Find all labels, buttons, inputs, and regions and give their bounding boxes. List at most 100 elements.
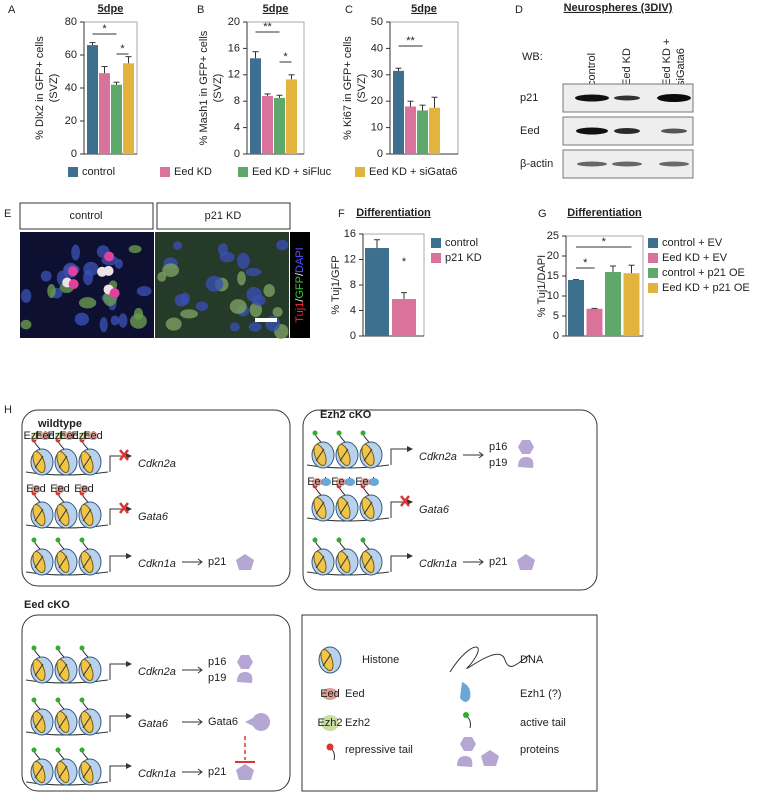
eed-icon [322, 688, 338, 700]
tail-mark [360, 537, 366, 543]
significance-label: * [602, 236, 607, 248]
histone-line [315, 448, 325, 462]
dna-icon [449, 646, 531, 673]
legend-label: DNA [520, 654, 544, 666]
bead-label: Eed [331, 476, 351, 488]
significance-label: * [102, 23, 107, 35]
protein [481, 750, 499, 766]
cell [218, 243, 229, 256]
tail-mark [31, 537, 37, 543]
promoter-arrow [109, 663, 126, 680]
y-tick-label: 8 [350, 279, 356, 291]
bar [417, 110, 428, 154]
histone-line [363, 448, 373, 462]
protein [237, 672, 253, 683]
image-label: p21 KD [205, 210, 242, 222]
y-tick-label: 12 [228, 69, 240, 81]
legend-label: Ezh1 (?) [520, 688, 562, 700]
cell [162, 263, 180, 278]
bar [605, 272, 621, 336]
blot-row-label: Eed [520, 125, 540, 137]
protein [237, 655, 253, 669]
legend-swatch [355, 167, 365, 177]
complex-bead [55, 432, 65, 440]
complex-bead [345, 478, 355, 486]
bar [623, 273, 640, 336]
legend-label: repressive tail [345, 744, 413, 756]
legend-label: Eed KD [174, 166, 212, 178]
bar [392, 299, 416, 336]
tail-mark [336, 537, 342, 543]
gene-label: Cdkn2a [419, 451, 457, 463]
protein-label: p19 [489, 457, 507, 469]
complex-bead [40, 432, 50, 440]
tail-mark [336, 430, 342, 436]
tail-icon-dot [463, 712, 469, 718]
y-tick-label: 10 [371, 122, 383, 134]
y-tick-label: 20 [547, 250, 559, 262]
tail-mark [312, 537, 318, 543]
y-axis-label: % Tuj1/DAPI [536, 255, 548, 317]
y-tick-label: 12 [344, 253, 356, 265]
bar [405, 106, 416, 154]
panel-title: Ezh2 cKO [320, 409, 372, 421]
protein-label: p16 [208, 656, 226, 668]
stain-part: / [294, 298, 306, 302]
significance-label: ** [263, 21, 272, 33]
tuj1-cell [68, 279, 79, 290]
gene-label: Cdkn2a [138, 666, 176, 678]
cell [40, 270, 52, 282]
histone-line [339, 501, 349, 515]
histone-line [82, 765, 92, 779]
arrow-head [126, 763, 132, 769]
legend-label: Eed KD + p21 OE [662, 282, 750, 294]
panel-letter: D [515, 4, 523, 16]
y-tick-label: 0 [234, 148, 240, 160]
protein [460, 737, 476, 751]
y-tick-label: 20 [371, 95, 383, 107]
ezh2-icon [321, 715, 339, 731]
protein-label: Gata6 [208, 716, 238, 728]
legend-label: Ezh2 [345, 717, 370, 729]
complex-bead [369, 478, 379, 486]
promoter-arrow [390, 501, 407, 518]
blot-title: Neurospheres (3DIV) [564, 2, 673, 14]
histone-line [34, 555, 44, 569]
bead-label: Eed [59, 430, 79, 442]
diagram-box [21, 409, 291, 587]
legend-swatch [648, 238, 658, 248]
legend-swatch [431, 238, 441, 248]
tail-mark [55, 697, 61, 703]
expression-arrow [182, 768, 203, 776]
y-tick-label: 80 [65, 16, 77, 28]
cell [21, 289, 32, 303]
bar [365, 248, 389, 336]
y-axis-label: (SVZ) [356, 74, 368, 103]
complex-bead [360, 478, 370, 486]
cell [205, 275, 224, 292]
protein-label: p16 [489, 441, 507, 453]
significance-label: * [120, 43, 125, 55]
protein [518, 440, 534, 454]
y-tick-label: 40 [65, 82, 77, 94]
histone-line [82, 663, 92, 677]
blot-band [661, 128, 687, 134]
y-tick-label: 0 [71, 148, 77, 160]
tuj1-cell [103, 265, 114, 276]
bar [99, 73, 110, 154]
gene-label: Cdkn1a [138, 558, 176, 570]
blot-band [657, 94, 691, 102]
legend-label: p21 KD [445, 252, 482, 264]
bar [568, 280, 584, 336]
histone-line [34, 455, 44, 469]
blot-band [614, 128, 640, 134]
legend-label: control [82, 166, 115, 178]
stain-part: DAPI [294, 247, 306, 273]
histone-line [58, 765, 68, 779]
tuj1-cell [67, 266, 78, 277]
y-axis-label: (SVZ) [48, 74, 60, 103]
y-tick-label: 4 [234, 122, 240, 134]
blot-band [576, 127, 608, 135]
stain-label: Tuj1/GFP/DAPI [294, 247, 306, 322]
